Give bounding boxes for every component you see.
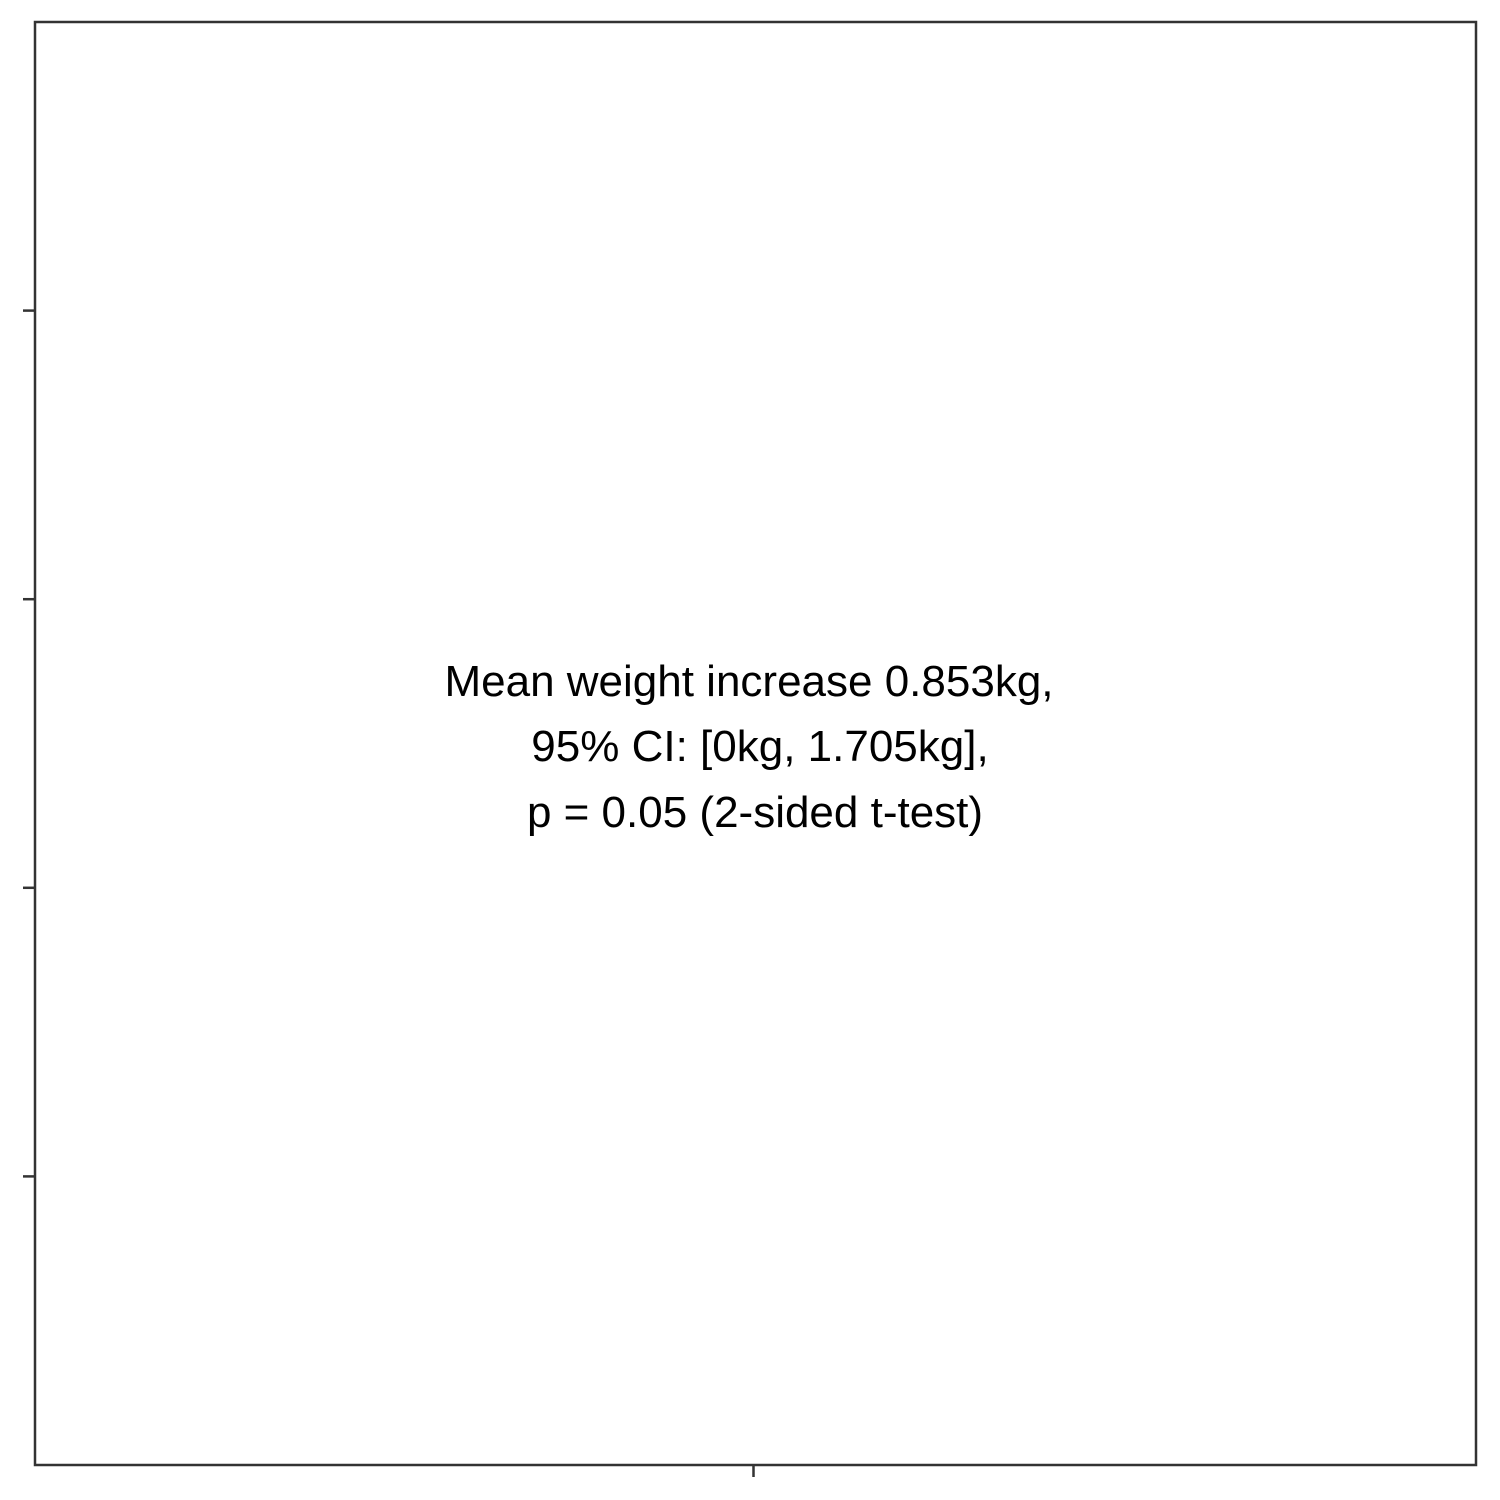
annotation-line-1: Mean weight increase 0.853kg,	[444, 657, 1053, 706]
annotation-line-3: p = 0.05 (2-sided t-test)	[527, 788, 983, 837]
plot-frame	[33, 20, 1478, 1467]
annotation-line-2: 95% CI: [0kg, 1.705kg],	[531, 722, 988, 771]
y-axis-ticks	[23, 309, 35, 1178]
